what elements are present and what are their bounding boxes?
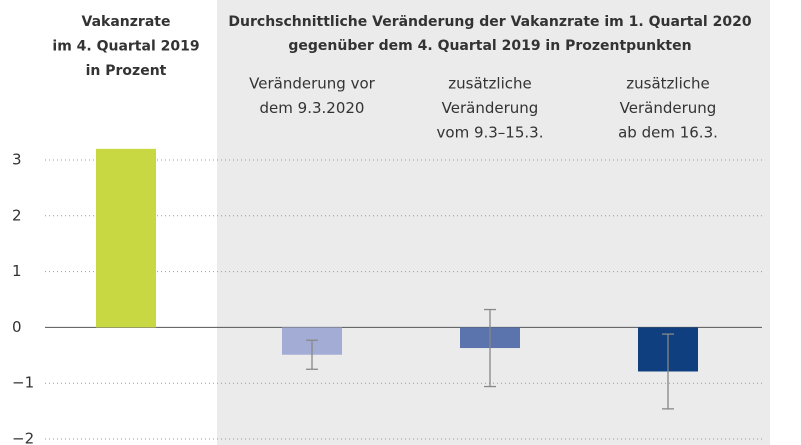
category-label: Veränderung (620, 99, 717, 117)
group-title: Durchschnittliche Veränderung der Vakanz… (228, 14, 751, 30)
error-bar (484, 308, 496, 388)
bar (96, 148, 156, 328)
category-label: zusätzliche (626, 75, 709, 93)
y-tick-label: 0 (12, 318, 22, 336)
category-label: ab dem 16.3. (618, 124, 718, 142)
y-tick-label: −1 (12, 374, 34, 392)
category-label: in Prozent (86, 63, 167, 79)
y-tick-label: −2 (12, 430, 34, 445)
panel-background (217, 0, 770, 445)
category-label: Veränderung (442, 99, 539, 117)
category-label: dem 9.3.2020 (260, 99, 365, 117)
error-bar (662, 333, 674, 410)
category-label: Veränderung vor (249, 75, 375, 93)
category-label: Vakanzrate (82, 14, 171, 30)
error-bar (306, 339, 318, 370)
category-label: im 4. Quartal 2019 (52, 39, 199, 55)
y-tick-label: 3 (12, 151, 22, 169)
y-tick-label: 2 (12, 206, 22, 224)
category-label: vom 9.3–15.3. (437, 124, 544, 142)
category-label: zusätzliche (448, 75, 531, 93)
y-tick-label: 1 (12, 262, 22, 280)
group-title: gegenüber dem 4. Quartal 2019 in Prozent… (288, 38, 691, 54)
